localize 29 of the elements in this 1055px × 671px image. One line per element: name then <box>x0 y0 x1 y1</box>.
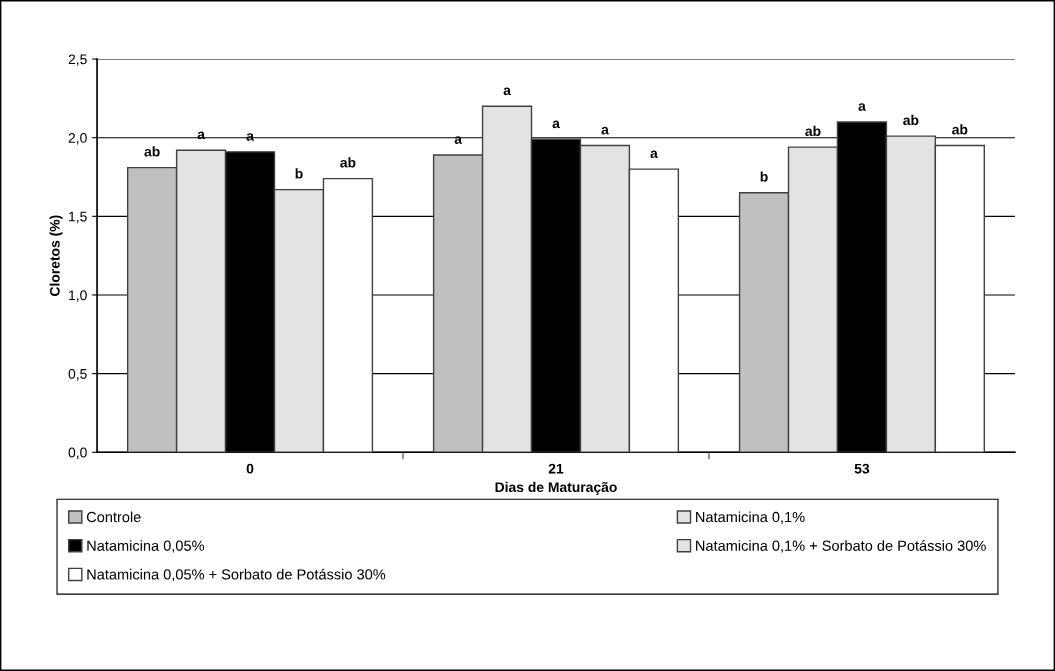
data-label: a <box>601 126 609 135</box>
x-axis-title: Dias de Maturação <box>495 481 617 495</box>
x-tick-label: 21 <box>548 463 564 474</box>
data-label: a <box>454 136 463 144</box>
y-tick-label: 1,0 <box>69 290 87 302</box>
y-tick-label: 2,0 <box>68 133 87 145</box>
legend-label: Controle <box>86 511 141 523</box>
legend-label: Natamicina 0,1% + Sorbato de Potássio 30% <box>696 540 986 553</box>
y-tick-label: 1,5 <box>69 211 87 224</box>
data-label: a <box>552 120 560 129</box>
data-label: b <box>295 168 303 179</box>
y-tick-label: 0,0 <box>68 447 87 460</box>
data-label: ab <box>340 157 356 168</box>
data-label: a <box>858 103 866 111</box>
data-label: b <box>760 171 768 182</box>
data-label: ab <box>903 114 919 126</box>
x-tick-label: 53 <box>854 463 870 474</box>
x-tick-label: 0 <box>246 463 254 474</box>
data-label: a <box>503 87 511 96</box>
legend-label: Natamicina 0,05% + Sorbato de Potássio 30% <box>87 568 386 582</box>
legend-label: Natamicina 0,05% <box>87 540 205 553</box>
data-label: a <box>650 150 658 159</box>
y-axis-title: Cloretos (%) <box>49 215 63 296</box>
y-tick-label: 2,5 <box>68 54 87 66</box>
data-label: ab <box>952 124 968 135</box>
data-label: ab <box>805 125 821 137</box>
y-tick-label: 0,5 <box>68 368 87 381</box>
legend-label: Natamicina 0,1% <box>696 511 805 524</box>
data-label: ab <box>144 146 160 157</box>
